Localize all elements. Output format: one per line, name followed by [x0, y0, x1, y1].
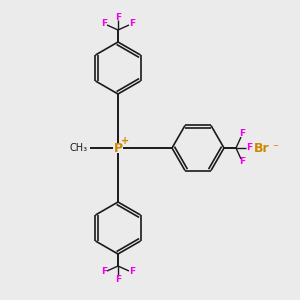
Text: +: + — [121, 136, 129, 146]
Text: F: F — [115, 274, 121, 284]
Text: F: F — [239, 158, 245, 166]
Text: ⁻: ⁻ — [272, 143, 278, 153]
Text: F: F — [101, 20, 107, 28]
Text: P: P — [113, 142, 123, 154]
Text: F: F — [101, 268, 107, 277]
Text: Br: Br — [254, 142, 270, 154]
Text: F: F — [129, 268, 135, 277]
Text: F: F — [246, 143, 252, 152]
Text: F: F — [115, 13, 121, 22]
Text: F: F — [129, 20, 135, 28]
Text: F: F — [239, 130, 245, 139]
Text: CH₃: CH₃ — [70, 143, 88, 153]
